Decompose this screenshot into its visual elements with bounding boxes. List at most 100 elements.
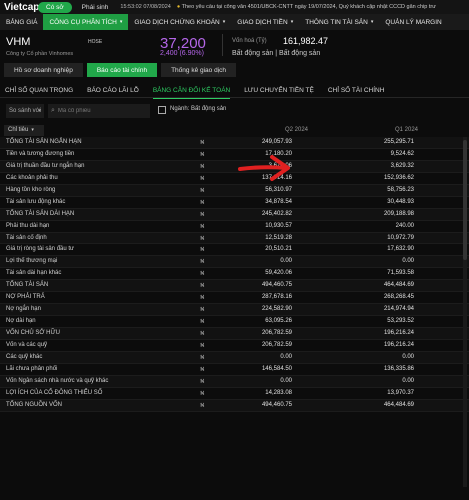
nav-analysis-tools[interactable]: CÔNG CỤ PHÂN TÍCH ▾ xyxy=(43,14,128,30)
row-indicator-name: Nợ ngắn hạn xyxy=(6,306,41,312)
table-row[interactable]: LỢI ÍCH CỦA CỔ ĐÔNG THIỂU SỐ ⛕ 14,283.08 13… xyxy=(0,388,469,400)
table-row[interactable]: Tài sản cố định ⛕ 12,519.28 10,972.79 xyxy=(0,233,469,245)
status-pill[interactable]: Có sở xyxy=(38,2,72,13)
row-indicator-name: Tài sản cố định xyxy=(6,235,47,241)
table-row[interactable]: Nợ dài hạn ⛕ 63,095.26 53,293.52 xyxy=(0,316,469,328)
row-q1-value: 136,335.86 xyxy=(384,366,414,372)
row-q1-value: 464,484.69 xyxy=(384,402,414,408)
chart-icon[interactable]: ⛕ xyxy=(200,282,204,290)
chart-icon[interactable]: ⛕ xyxy=(200,211,204,219)
chart-icon[interactable]: ⛕ xyxy=(200,330,204,338)
table-row[interactable]: Hàng tồn kho ròng ⛕ 56,310.97 58,756.23 xyxy=(0,185,469,197)
ticker-text: Theo yêu cầu tại công văn 4501/UBCK-CNTT… xyxy=(182,4,436,10)
tab-trading-stats[interactable]: Thống kê giao dịch xyxy=(161,63,236,77)
vietcap-logo[interactable]: Vietcap xyxy=(0,0,32,14)
row-q2-value: 249,057.93 xyxy=(262,139,292,145)
row-q2-value: 224,582.90 xyxy=(262,306,292,312)
table-row[interactable]: TỔNG TÀI SẢN NGẮN HẠN ⛕ 249,057.93 255,295.… xyxy=(0,137,469,149)
table-row[interactable]: Giá trị thuần đầu tư ngắn hạn ⛕ 3,674.06 3,… xyxy=(0,161,469,173)
table-row[interactable]: Các khoản phải thu ⛕ 137,014.16 152,936.62 xyxy=(0,173,469,185)
nav-label: THÔNG TIN TÀI SẢN xyxy=(305,19,368,26)
chart-icon[interactable]: ⛕ xyxy=(200,342,204,350)
tab-financial-report[interactable]: Báo cáo tài chính xyxy=(87,63,157,77)
table-row[interactable]: Vốn Ngân sách nhà nước và quỹ khác ⛕ 0.00 0… xyxy=(0,376,469,388)
chart-icon[interactable]: ⛕ xyxy=(200,175,204,183)
row-q2-value: 34,878.54 xyxy=(265,199,292,205)
exchange-label: HOSE xyxy=(88,39,102,45)
chart-icon[interactable]: ⛕ xyxy=(200,223,204,231)
table-row[interactable]: TỔNG TÀI SẢN DÀI HẠN ⛕ 245,402.82 209,188.9… xyxy=(0,209,469,221)
table-row[interactable]: Lợi thế thương mại ⛕ 0.00 0.00 xyxy=(0,256,469,268)
row-q2-value: 10,930.57 xyxy=(265,223,292,229)
chart-icon[interactable]: ⛕ xyxy=(200,163,204,171)
tab-cash-flow[interactable]: LƯU CHUYỂN TIỀN TỆ xyxy=(244,84,314,98)
nav-asset-info[interactable]: THÔNG TIN TÀI SẢN ▾ xyxy=(299,14,379,30)
nav-securities-trading[interactable]: GIAO DỊCH CHỨNG KHOÁN ▾ xyxy=(128,14,231,30)
top-bar: Vietcap Có sở Phái sinh 15:53:02 07/08/2… xyxy=(0,0,469,14)
chart-icon[interactable]: ⛕ xyxy=(200,390,204,398)
chart-icon[interactable]: ⛕ xyxy=(200,306,204,314)
tab-company-profile[interactable]: Hồ sơ doanh nghiệp xyxy=(4,63,83,77)
search-input[interactable] xyxy=(58,108,138,114)
chart-icon[interactable]: ⛕ xyxy=(200,318,204,326)
chart-icon[interactable]: ⛕ xyxy=(200,294,204,302)
table-row[interactable]: NỢ PHẢI TRẢ ⛕ 287,678.16 268,268.45 xyxy=(0,292,469,304)
table-row[interactable]: Tiền và tương đương tiền ⛕ 17,180.20 9,524.… xyxy=(0,149,469,161)
chart-icon[interactable]: ⛕ xyxy=(200,270,204,278)
balance-sheet-table: TỔNG TÀI SẢN NGẮN HẠN ⛕ 249,057.93 255,295.… xyxy=(0,137,469,412)
table-row[interactable]: Lãi chưa phân phối ⛕ 146,584.50 136,335.86 xyxy=(0,364,469,376)
compare-dropdown[interactable]: So sánh với ▾ xyxy=(6,104,44,118)
table-row[interactable]: TỔNG TÀI SẢN ⛕ 494,460.75 464,484.69 xyxy=(0,280,469,292)
table-row[interactable]: Tài sản lưu động khác ⛕ 34,878.54 30,448.93 xyxy=(0,197,469,209)
chart-icon[interactable]: ⛕ xyxy=(200,151,204,159)
table-row[interactable]: Phải thu dài hạn ⛕ 10,930.57 240.00 xyxy=(0,221,469,233)
chart-icon[interactable]: ⛕ xyxy=(200,246,204,254)
row-q2-value: 0.00 xyxy=(280,258,292,264)
nav-margin-management[interactable]: QUẢN LÝ MARGIN xyxy=(379,14,447,30)
tab-balance-sheet[interactable]: BẢNG CÂN ĐỐI KẾ TOÁN xyxy=(153,84,230,98)
row-indicator-name: LỢI ÍCH CỦA CỔ ĐÔNG THIỂU SỐ xyxy=(6,390,102,396)
row-q1-value: 196,216.24 xyxy=(384,342,414,348)
row-q2-value: 0.00 xyxy=(280,378,292,384)
row-indicator-name: Vốn và các quỹ xyxy=(6,342,47,348)
nav-cash-trading[interactable]: GIAO DỊCH TIỀN ▾ xyxy=(231,14,299,30)
chart-icon[interactable]: ⛕ xyxy=(200,402,204,410)
chart-icon[interactable]: ⛕ xyxy=(200,366,204,374)
chart-icon[interactable]: ⛕ xyxy=(200,235,204,243)
tab-income-statement[interactable]: BÁO CÁO LÃI LỖ xyxy=(87,84,139,98)
nav-price-board[interactable]: BẢNG GIÁ xyxy=(0,14,43,30)
chart-icon[interactable]: ⛕ xyxy=(200,354,204,362)
chart-icon[interactable]: ⛕ xyxy=(200,378,204,386)
row-q2-value: 245,402.82 xyxy=(262,211,292,217)
scrollbar-thumb[interactable] xyxy=(463,140,467,260)
table-row[interactable]: TỔNG NGUỒN VỐN ⛕ 494,460.75 464,484.69 xyxy=(0,400,469,412)
chart-icon[interactable]: ⛕ xyxy=(200,199,204,207)
table-row[interactable]: Tài sản dài hạn khác ⛕ 59,420.06 71,593.58 xyxy=(0,268,469,280)
chart-icon[interactable]: ⛕ xyxy=(200,139,204,147)
search-box[interactable]: ⌕ xyxy=(48,104,150,118)
table-row[interactable]: Vốn và các quỹ ⛕ 206,782.59 196,216.24 xyxy=(0,340,469,352)
row-q2-value: 59,420.06 xyxy=(265,270,292,276)
row-indicator-name: Hàng tồn kho ròng xyxy=(6,187,55,193)
nav-label: GIAO DỊCH CHỨNG KHOÁN xyxy=(134,19,219,26)
row-q2-value: 63,095.26 xyxy=(265,318,292,324)
indicator-column-header[interactable]: Chỉ tiêu ▾ xyxy=(4,125,44,136)
table-row[interactable]: Các quỹ khác ⛕ 0.00 0.00 xyxy=(0,352,469,364)
tab-key-ratios[interactable]: CHỈ SỐ QUAN TRỌNG xyxy=(5,84,73,98)
tab-financial-ratios[interactable]: CHỈ SỐ TÀI CHÍNH xyxy=(328,84,385,98)
row-indicator-name: Tài sản dài hạn khác xyxy=(6,270,61,276)
market-cap-label: Vốn hoá (Tỷ) xyxy=(232,38,267,44)
chart-icon[interactable]: ⛕ xyxy=(200,187,204,195)
row-indicator-name: TỔNG TÀI SẢN DÀI HẠN xyxy=(6,211,74,217)
table-row[interactable]: VỐN CHỦ SỞ HỮU ⛕ 206,782.59 196,216.24 xyxy=(0,328,469,340)
row-indicator-name: Nợ dài hạn xyxy=(6,318,36,324)
chevron-down-icon: ▾ xyxy=(291,19,294,25)
derivatives-pill[interactable]: Phái sinh xyxy=(76,2,115,13)
industry-checkbox[interactable] xyxy=(158,106,166,114)
table-row[interactable]: Giá trị ròng tài sản đầu tư ⛕ 20,510.21 17,… xyxy=(0,244,469,256)
chart-icon[interactable]: ⛕ xyxy=(200,258,204,266)
main-nav: BẢNG GIÁ CÔNG CỤ PHÂN TÍCH ▾ GIAO DỊCH CH… xyxy=(0,14,469,30)
row-indicator-name: Giá trị ròng tài sản đầu tư xyxy=(6,246,74,252)
stock-symbol[interactable]: VHM xyxy=(6,36,30,48)
table-row[interactable]: Nợ ngắn hạn ⛕ 224,582.90 214,974.94 xyxy=(0,304,469,316)
